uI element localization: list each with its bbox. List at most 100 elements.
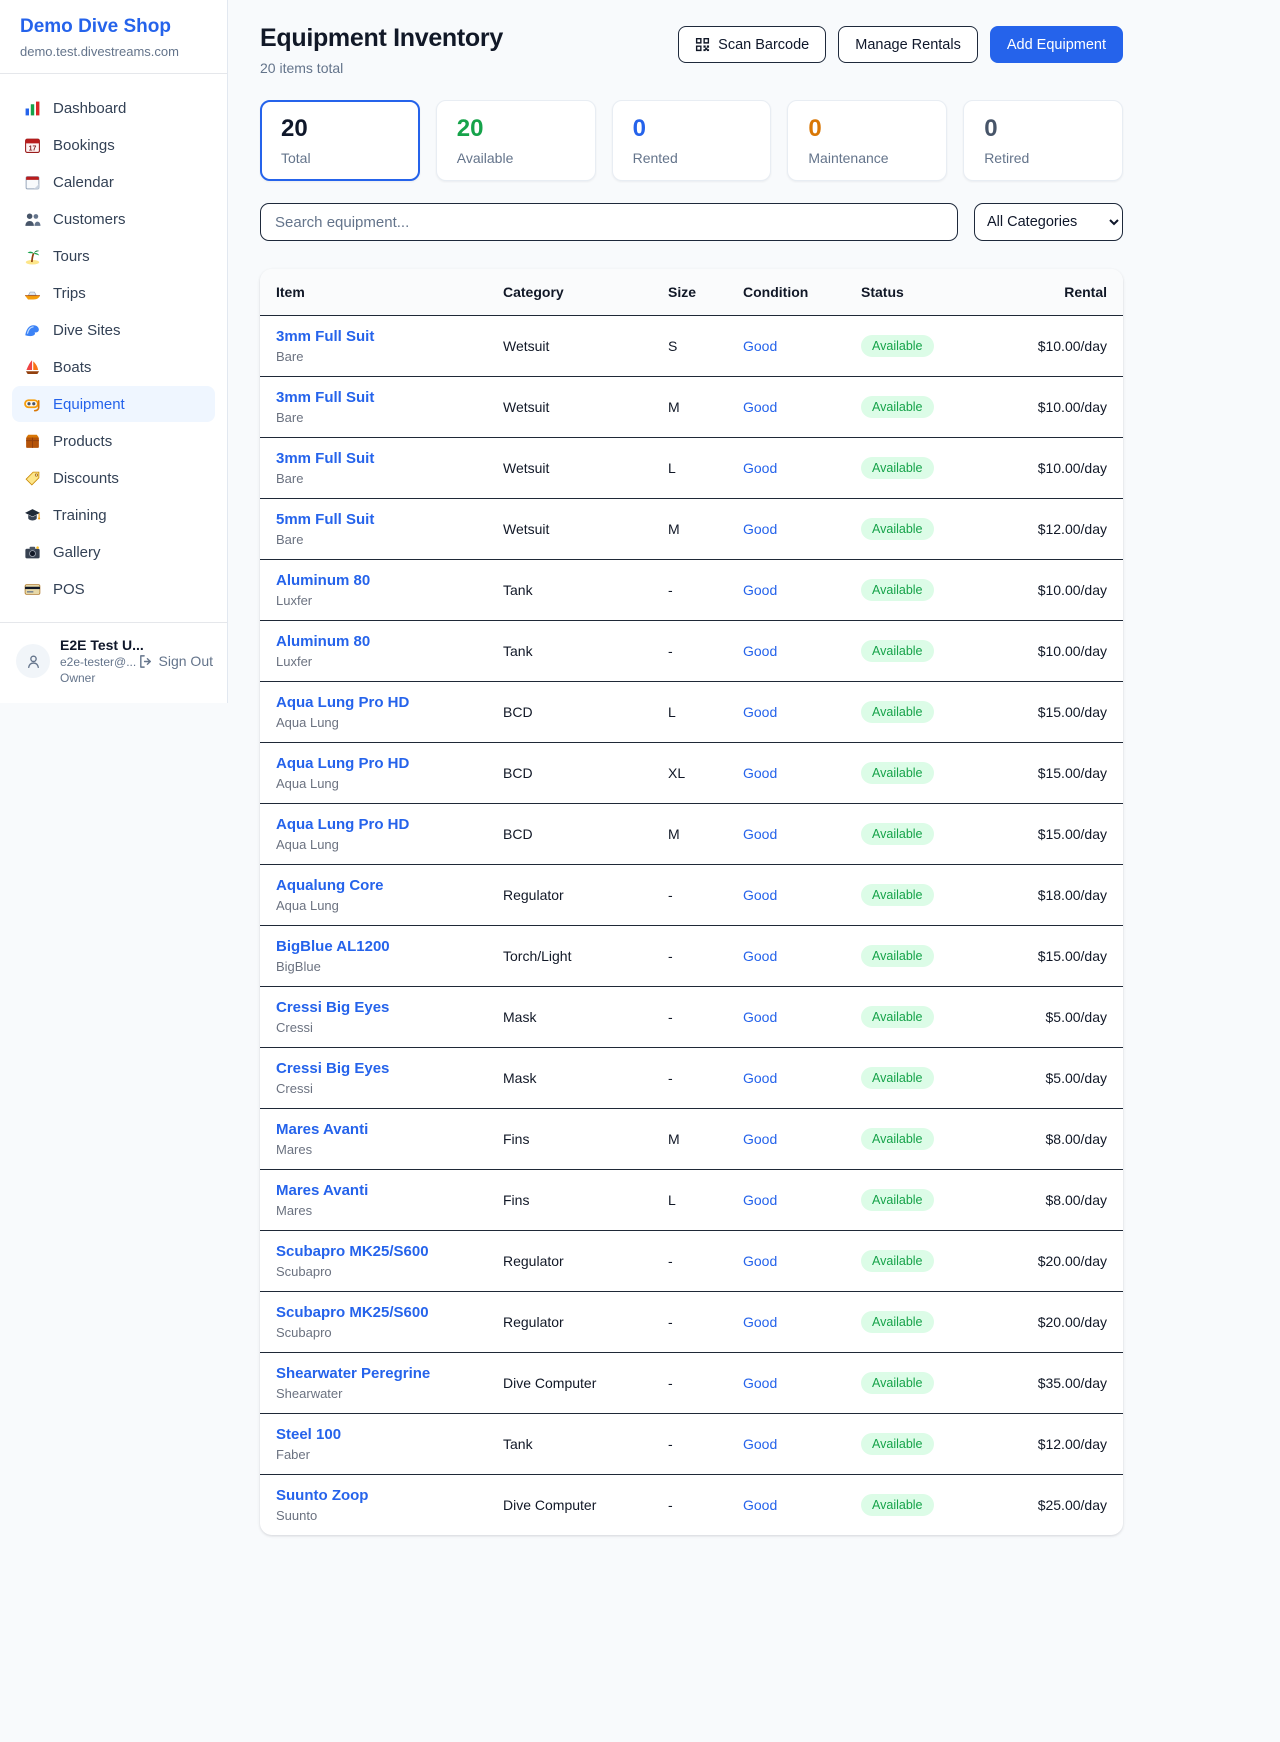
sidebar-item[interactable]: Tours: [12, 238, 215, 274]
item-name-link[interactable]: Scubapro MK25/S600: [276, 1243, 429, 1260]
condition-link[interactable]: Good: [743, 460, 778, 476]
item-category: Torch/Light: [487, 925, 652, 987]
stat-card[interactable]: 0 Retired: [963, 100, 1123, 181]
status-badge: Available: [861, 1433, 934, 1455]
item-name-link[interactable]: Cressi Big Eyes: [276, 1060, 390, 1077]
item-name-link[interactable]: Aluminum 80: [276, 572, 371, 589]
condition-link[interactable]: Good: [743, 1253, 778, 1269]
condition-link[interactable]: Good: [743, 643, 778, 659]
sidebar-item[interactable]: Dive Sites: [12, 312, 215, 348]
sign-out-button[interactable]: Sign Out: [138, 653, 213, 669]
sidebar-item[interactable]: Products: [12, 423, 215, 459]
sidebar-item[interactable]: Boats: [12, 349, 215, 385]
item-category: Wetsuit: [487, 498, 652, 560]
status-badge: Available: [861, 1128, 934, 1150]
stat-label: Rented: [632, 150, 678, 166]
rental-price: $35.00/day: [995, 1352, 1123, 1414]
condition-link[interactable]: Good: [743, 1375, 778, 1391]
item-name-link[interactable]: 3mm Full Suit: [276, 389, 375, 406]
item-size: M: [652, 498, 727, 560]
condition-link[interactable]: Good: [743, 521, 778, 537]
rental-price: $20.00/day: [995, 1230, 1123, 1292]
sidebar-item[interactable]: Discounts: [12, 460, 215, 496]
search-input[interactable]: [260, 203, 958, 241]
item-category: Tank: [487, 620, 652, 682]
table-row: Cressi Big Eyes Cressi Mask - Good Avail…: [260, 1047, 1123, 1109]
scan-barcode-button[interactable]: Scan Barcode: [678, 26, 827, 63]
table-row: Cressi Big Eyes Cressi Mask - Good Avail…: [260, 986, 1123, 1048]
condition-link[interactable]: Good: [743, 1436, 778, 1452]
rental-price: $10.00/day: [995, 376, 1123, 438]
add-equipment-button[interactable]: Add Equipment: [989, 26, 1123, 63]
status-badge: Available: [861, 1250, 934, 1272]
sailboat-icon: [23, 358, 41, 376]
condition-link[interactable]: Good: [743, 704, 778, 720]
sidebar-nav: Dashboard 17 Bookings Calendar Customers…: [0, 74, 227, 622]
stat-card[interactable]: 0 Rented: [611, 100, 772, 181]
sidebar-item-label: Products: [53, 432, 113, 450]
sidebar-item[interactable]: 17 Bookings: [12, 127, 215, 163]
item-name-link[interactable]: Steel 100: [276, 1426, 342, 1443]
sidebar-item[interactable]: Gallery: [12, 534, 215, 570]
item-category: Tank: [487, 559, 652, 621]
sidebar-item[interactable]: POS: [12, 571, 215, 607]
item-name-link[interactable]: 3mm Full Suit: [276, 328, 375, 345]
item-name-link[interactable]: Shearwater Peregrine: [276, 1365, 431, 1382]
stat-card[interactable]: 20 Available: [435, 100, 596, 181]
condition-link[interactable]: Good: [743, 399, 778, 415]
condition-link[interactable]: Good: [743, 1314, 778, 1330]
header-actions: Scan Barcode Manage Rentals Add Equipmen…: [678, 26, 1123, 63]
condition-link[interactable]: Good: [743, 582, 778, 598]
credit-card-icon: [23, 580, 41, 598]
condition-link[interactable]: Good: [743, 1009, 778, 1025]
stat-card[interactable]: 0 Maintenance: [787, 100, 948, 181]
item-name-link[interactable]: Mares Avanti: [276, 1121, 369, 1138]
sidebar-item[interactable]: Customers: [12, 201, 215, 237]
item-name-link[interactable]: 3mm Full Suit: [276, 450, 375, 467]
condition-link[interactable]: Good: [743, 948, 778, 964]
condition-link[interactable]: Good: [743, 338, 778, 354]
sidebar-item-label: Tours: [53, 247, 90, 265]
status-badge: Available: [861, 579, 934, 601]
sidebar-item-label: Calendar: [53, 173, 114, 191]
condition-link[interactable]: Good: [743, 826, 778, 842]
item-name-link[interactable]: Cressi Big Eyes: [276, 999, 390, 1016]
condition-link[interactable]: Good: [743, 765, 778, 781]
condition-link[interactable]: Good: [743, 1070, 778, 1086]
item-size: -: [668, 1497, 673, 1513]
item-name-link[interactable]: Suunto Zoop: [276, 1487, 369, 1504]
condition-link[interactable]: Good: [743, 1192, 778, 1208]
rental-price: $25.00/day: [1037, 1497, 1107, 1513]
item-name-link[interactable]: Mares Avanti: [276, 1182, 369, 1199]
calendar-date-icon: 17: [23, 136, 41, 154]
condition-link[interactable]: Good: [743, 1497, 778, 1513]
table-row: 5mm Full Suit Bare Wetsuit M Good Availa…: [260, 498, 1123, 560]
rental-price: $5.00/day: [995, 1047, 1123, 1109]
item-size: -: [652, 1352, 727, 1414]
item-name-link[interactable]: Aqua Lung Pro HD: [276, 816, 410, 833]
item-name-link[interactable]: Aqua Lung Pro HD: [276, 755, 410, 772]
item-name-link[interactable]: Aqualung Core: [276, 877, 384, 894]
sidebar-item[interactable]: Dashboard: [12, 90, 215, 126]
item-name-link[interactable]: Scubapro MK25/S600: [276, 1304, 429, 1321]
manage-rentals-button[interactable]: Manage Rentals: [838, 26, 978, 63]
item-brand: Scubapro: [276, 1264, 332, 1279]
item-name-link[interactable]: 5mm Full Suit: [276, 511, 375, 528]
sidebar-item[interactable]: Equipment: [12, 386, 215, 422]
sidebar-item[interactable]: Trips: [12, 275, 215, 311]
stat-card[interactable]: 20 Total: [260, 100, 420, 181]
item-name-link[interactable]: BigBlue AL1200: [276, 938, 390, 955]
condition-link[interactable]: Good: [743, 1131, 778, 1147]
table-row: Mares Avanti Mares Fins M Good Available…: [260, 1108, 1123, 1170]
table-row: Suunto Zoop Suunto Dive Computer - Good …: [260, 1475, 1123, 1536]
condition-link[interactable]: Good: [743, 887, 778, 903]
status-badge: Available: [861, 518, 934, 540]
sidebar-item[interactable]: Calendar: [12, 164, 215, 200]
status-badge: Available: [861, 1189, 934, 1211]
item-category: BCD: [487, 681, 652, 743]
category-filter-select[interactable]: All Categories: [974, 203, 1123, 241]
status-badge: Available: [861, 640, 934, 662]
sidebar-item[interactable]: Training: [12, 497, 215, 533]
item-name-link[interactable]: Aluminum 80: [276, 633, 371, 650]
item-name-link[interactable]: Aqua Lung Pro HD: [276, 694, 410, 711]
